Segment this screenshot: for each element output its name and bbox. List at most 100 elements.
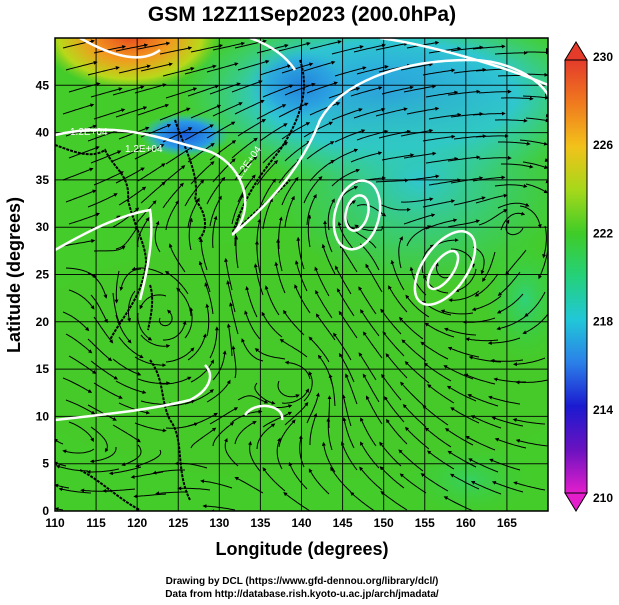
streamline (231, 193, 244, 225)
streamline (447, 346, 480, 358)
streamline (428, 178, 462, 186)
streamline (470, 415, 502, 429)
streamline (184, 64, 217, 75)
streamline (134, 200, 157, 226)
streamline (165, 200, 180, 231)
streamline (475, 134, 509, 138)
colorbar-tick-226: 226 (593, 138, 613, 152)
ring-outer-158e (413, 230, 477, 306)
streamline (288, 461, 308, 490)
contour-north (55, 58, 548, 236)
streamline (471, 295, 502, 312)
streamline (154, 220, 161, 253)
streamline (121, 444, 142, 467)
streamline (406, 174, 440, 181)
streamline (206, 121, 236, 139)
streamline (400, 381, 424, 406)
streamline (501, 96, 534, 101)
streamline (462, 317, 496, 325)
streamline (362, 331, 383, 359)
streamline (237, 395, 269, 404)
streamline (281, 388, 310, 404)
streamline (440, 309, 474, 315)
streamline (380, 308, 402, 335)
streamline (131, 266, 164, 275)
y-tick-15: 15 (36, 362, 50, 376)
streamline (87, 272, 108, 299)
streamline (381, 85, 414, 95)
x-tick-160: 160 (456, 516, 476, 530)
streamline (212, 215, 218, 249)
streamline (262, 197, 273, 230)
streamline (425, 90, 459, 98)
streamline (187, 333, 207, 361)
streamline (306, 81, 338, 94)
streamline (93, 108, 126, 120)
streamline (187, 197, 200, 229)
streamline (350, 86, 383, 97)
streamline (284, 360, 311, 380)
streamline (488, 395, 521, 405)
streamline (334, 129, 366, 143)
streamline (358, 352, 377, 381)
streamline (65, 333, 93, 354)
streamline (137, 312, 153, 341)
streamline (496, 293, 524, 314)
streamline (112, 424, 141, 443)
ring-inner-145e (344, 194, 370, 232)
streamline (327, 198, 335, 231)
streamline (254, 240, 261, 274)
streamline (359, 466, 383, 491)
streamline (261, 311, 283, 338)
x-tick-165: 165 (497, 516, 517, 530)
streamline (513, 357, 546, 367)
streamline (190, 161, 215, 185)
streamline (365, 263, 383, 293)
streamline (115, 43, 149, 52)
streamline (274, 261, 286, 294)
streamline (277, 380, 300, 398)
streamline (140, 334, 171, 349)
streamline (362, 373, 380, 403)
streamline (135, 449, 162, 468)
streamline (358, 286, 377, 315)
streamline (513, 481, 546, 491)
streamline (500, 211, 526, 231)
streamline (519, 139, 548, 146)
streamline (478, 155, 512, 160)
x-tick-155: 155 (415, 516, 435, 530)
streamline (422, 199, 456, 208)
streamline (205, 303, 210, 337)
streamline (427, 384, 455, 404)
y-tick-labels: 0 5 10 15 20 25 30 35 40 45 (36, 78, 50, 518)
streamline (444, 327, 477, 336)
streamline (345, 373, 358, 405)
streamline (501, 163, 534, 169)
contour-south (55, 364, 212, 422)
credit-data: Data from http://database.rish.kyoto-u.a… (165, 589, 439, 600)
streamline (209, 407, 239, 425)
colorbar-tick-labels: 210 214 218 222 226 230 (593, 50, 613, 505)
streamline (420, 473, 449, 492)
streamline (55, 438, 64, 445)
streamline (403, 213, 436, 225)
streamline (515, 438, 548, 447)
streamline (491, 416, 524, 427)
streamline (375, 178, 409, 183)
streamline (229, 302, 239, 335)
streamline (306, 392, 320, 424)
streamline (338, 352, 355, 383)
streamline (112, 207, 140, 228)
streamline (379, 441, 402, 467)
cyclone-ring-158e (413, 230, 477, 306)
streamline (187, 142, 215, 163)
streamline (231, 137, 258, 159)
streamline (152, 469, 185, 475)
streamline (259, 64, 292, 76)
colorbar-tick-230: 230 (593, 50, 613, 64)
streamline (158, 309, 173, 327)
streamline (133, 493, 167, 499)
streamline (119, 268, 142, 291)
streamline (212, 350, 227, 381)
streamline (112, 147, 144, 162)
